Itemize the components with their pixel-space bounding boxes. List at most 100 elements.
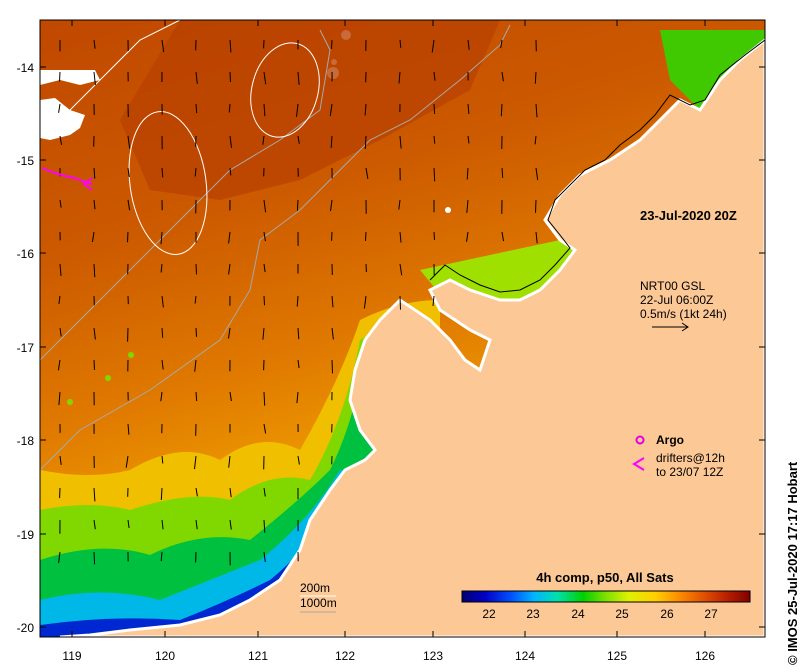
current-vector	[59, 71, 61, 82]
current-vector	[263, 551, 266, 563]
current-vector	[263, 231, 266, 242]
current-vector	[229, 519, 232, 530]
colorbar-tick-label: 22	[482, 607, 496, 621]
isobath-200-label: 200m	[300, 581, 330, 595]
current-vector	[263, 391, 266, 406]
current-vector	[262, 327, 265, 340]
current-vector	[263, 199, 267, 213]
current-vector	[262, 135, 265, 145]
current-vector	[467, 135, 470, 144]
drifters-label-line1: drifters@12h	[656, 451, 725, 465]
current-vector	[195, 391, 198, 402]
current-vector	[535, 167, 539, 181]
current-vector	[160, 263, 163, 273]
x-tick-label: 123	[423, 649, 443, 663]
y-axis-labels: -14 -15 -16 -17 -18 -19 -20	[17, 61, 35, 635]
current-vector	[501, 71, 504, 82]
y-tick-label: -17	[17, 341, 35, 355]
current-vector	[263, 519, 266, 533]
current-vector	[59, 199, 62, 208]
colorbar-tick-label: 25	[615, 607, 629, 621]
current-vector	[263, 487, 266, 497]
current-vector	[433, 103, 436, 115]
x-tick-label: 122	[335, 649, 355, 663]
current-vector	[535, 231, 538, 244]
eddy-contour	[250, 42, 320, 138]
current-vector	[93, 519, 96, 530]
current-vector	[331, 359, 333, 374]
y-tick-label: -18	[17, 434, 35, 448]
current-vector	[432, 295, 435, 307]
kimberley-coastline	[429, 39, 765, 293]
colorbar	[461, 590, 751, 603]
current-vector	[399, 231, 402, 243]
current-vector	[160, 231, 163, 245]
current-vector	[229, 487, 232, 498]
current-vector	[331, 295, 334, 308]
current-vector	[500, 39, 503, 49]
x-tick-label: 126	[695, 649, 715, 663]
x-tick-label: 120	[155, 649, 175, 663]
current-vector	[195, 71, 198, 84]
current-vector	[161, 359, 164, 370]
current-vector	[161, 39, 165, 53]
map-plot-area	[40, 20, 765, 637]
x-tick-label: 119	[62, 649, 81, 663]
current-vector	[127, 519, 130, 529]
current-vector	[160, 391, 163, 402]
current-vector	[93, 487, 96, 502]
current-vector	[58, 391, 61, 406]
current-vector	[58, 103, 61, 113]
current-vector	[228, 263, 231, 275]
current-vector	[535, 199, 537, 213]
current-vector	[127, 231, 129, 243]
current-vector	[160, 487, 163, 501]
island	[341, 30, 351, 40]
current-vector	[161, 327, 164, 338]
current-vector	[466, 199, 469, 213]
current-vector	[501, 167, 504, 178]
current-vector	[194, 295, 197, 304]
imos-credit: © IMOS 25-Jul-2020 17:17 Hobart	[785, 461, 800, 665]
current-vector	[195, 327, 197, 337]
current-vector	[58, 551, 61, 564]
current-vector	[161, 167, 164, 178]
current-vector	[296, 103, 299, 117]
current-vector	[500, 103, 503, 117]
drifter-arrowhead	[82, 177, 93, 191]
isobath-1000m-inner	[40, 29, 331, 361]
current-vector	[195, 103, 198, 114]
map-timestamp: 23-Jul-2020 20Z	[640, 208, 737, 223]
island	[105, 375, 111, 381]
current-vector	[93, 327, 96, 340]
current-source-line2: 22-Jul 06:00Z	[640, 293, 713, 307]
warm-core	[120, 20, 500, 200]
current-vector	[228, 327, 231, 339]
eddy-contour	[128, 111, 208, 255]
current-vector	[194, 455, 197, 470]
current-vector	[93, 167, 96, 179]
current-vector	[329, 103, 333, 116]
current-vector	[263, 423, 267, 434]
current-vector	[364, 103, 367, 116]
isobath-1000m	[40, 24, 511, 471]
colorbar-tick-label: 27	[704, 607, 718, 621]
current-vector	[330, 135, 333, 148]
island	[67, 399, 73, 405]
colorbar-title: 4h comp, p50, All Sats	[536, 570, 674, 585]
current-vector	[501, 231, 504, 242]
current-vector	[296, 199, 299, 211]
current-vector	[330, 199, 333, 212]
current-vector	[228, 103, 231, 113]
current-vector	[93, 199, 96, 210]
current-vector	[127, 135, 131, 149]
current-vector	[399, 135, 402, 149]
land-mass	[59, 38, 765, 637]
current-vector	[59, 455, 62, 465]
current-source-line1: NRT00 GSL	[640, 279, 705, 293]
current-vector	[229, 39, 232, 53]
current-vector	[195, 519, 198, 530]
current-vector	[57, 359, 61, 371]
current-vector	[93, 71, 96, 86]
current-vector	[399, 295, 401, 310]
